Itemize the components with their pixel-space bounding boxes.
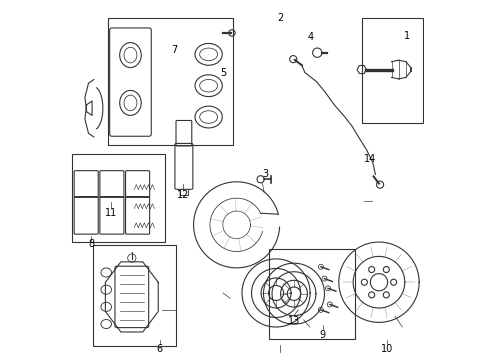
Text: 11: 11 <box>105 208 117 218</box>
Bar <box>268 249 354 338</box>
Text: 5: 5 <box>220 68 226 78</box>
Text: 7: 7 <box>170 45 177 55</box>
Bar <box>107 18 233 145</box>
Text: 10: 10 <box>380 344 392 354</box>
Text: 8: 8 <box>88 239 94 249</box>
Text: 2: 2 <box>277 13 283 23</box>
Bar <box>72 154 164 242</box>
Text: 12: 12 <box>176 190 189 200</box>
Text: 9: 9 <box>319 330 325 340</box>
Text: 4: 4 <box>307 32 313 42</box>
Text: 13: 13 <box>287 316 300 325</box>
Bar <box>362 18 422 123</box>
Text: 3: 3 <box>262 168 268 179</box>
Text: 14: 14 <box>363 154 375 164</box>
Text: 1: 1 <box>403 31 409 41</box>
Bar <box>93 245 175 346</box>
Text: 6: 6 <box>156 344 162 354</box>
